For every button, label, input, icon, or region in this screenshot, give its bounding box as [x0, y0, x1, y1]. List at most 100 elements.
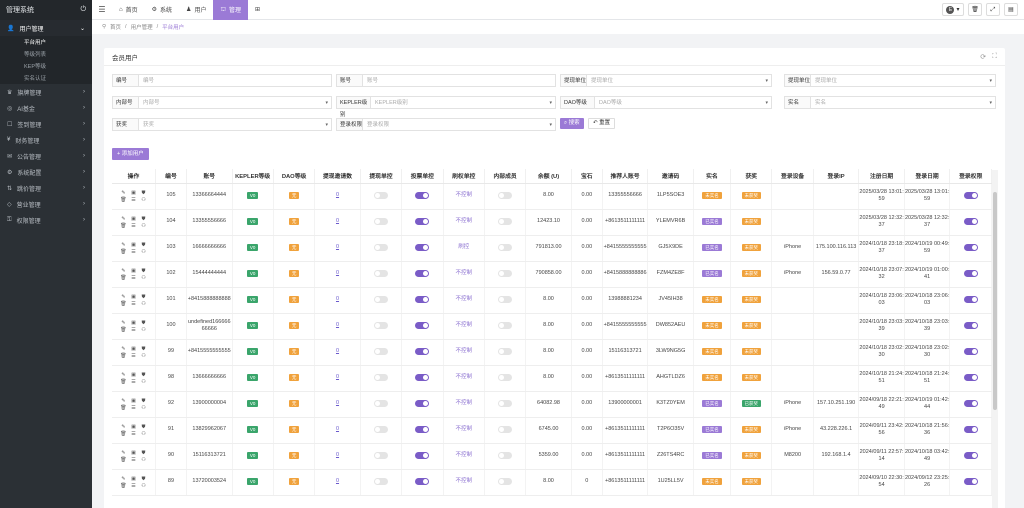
top-nav-item[interactable]: ⛫ 管理 — [213, 0, 248, 20]
filter-input[interactable]: 获奖 ▾ — [138, 118, 332, 131]
edit-icon[interactable]: ✎ — [121, 449, 126, 456]
settings-icon[interactable]: ▤ — [1004, 3, 1018, 16]
sidebar-sub-item[interactable]: 等级列表 — [0, 48, 92, 60]
delete-icon[interactable]: 🗑 — [120, 196, 127, 203]
delete-icon[interactable]: 🗑 — [120, 300, 127, 307]
wallet-icon[interactable]: ⛊ — [141, 267, 146, 274]
view-icon[interactable]: ▣ — [131, 397, 136, 404]
delete-icon[interactable]: 🗑 — [120, 378, 127, 385]
power-icon[interactable]: ⏻ — [80, 6, 86, 13]
brush-control-link[interactable]: 不控制 — [455, 478, 472, 485]
view-icon[interactable]: ▣ — [131, 319, 136, 326]
edit-icon[interactable]: ✎ — [121, 189, 126, 196]
sidebar-group[interactable]: ◇ 营业管理 › — [0, 196, 92, 212]
view-icon[interactable]: ▣ — [131, 449, 136, 456]
brush-control-link[interactable]: 不控制 — [455, 374, 472, 381]
toggle-switch[interactable] — [373, 425, 388, 433]
view-icon[interactable]: ▣ — [131, 371, 136, 378]
grid-icon[interactable]: ⊞ — [254, 7, 261, 13]
toggle-switch[interactable] — [498, 347, 513, 355]
toggle-switch[interactable] — [498, 399, 513, 407]
filter-field[interactable]: 提现单位 提现单位 ▾ — [784, 74, 996, 87]
edit-icon[interactable]: ✎ — [121, 423, 126, 430]
toggle-switch[interactable] — [498, 425, 513, 433]
toggle-switch[interactable] — [498, 373, 513, 381]
invites-link[interactable]: 0 — [335, 244, 340, 251]
sidebar-group[interactable]: ☐ 签到管理 › — [0, 116, 92, 132]
toggle-switch[interactable] — [498, 477, 513, 485]
toggle-switch[interactable] — [373, 347, 388, 355]
avatar[interactable]: E ▾ — [942, 3, 964, 16]
sidebar-sub-item[interactable]: 平台用户 — [0, 36, 92, 48]
sidebar-group[interactable]: ⚿ 权限管理 › — [0, 212, 92, 228]
edit-icon[interactable]: ✎ — [121, 319, 126, 326]
scrollbar-thumb[interactable] — [993, 192, 997, 410]
filter-input[interactable]: 账号 — [362, 74, 556, 87]
toggle-switch[interactable] — [498, 321, 513, 329]
toggle-switch[interactable] — [415, 295, 430, 303]
toggle-switch[interactable] — [963, 269, 978, 277]
team-icon[interactable]: ⚇ — [141, 456, 146, 463]
edit-icon[interactable]: ✎ — [121, 293, 126, 300]
toggle-switch[interactable] — [963, 191, 978, 199]
toggle-switch[interactable] — [498, 217, 513, 225]
team-icon[interactable]: ⚇ — [141, 326, 146, 333]
view-icon[interactable]: ▣ — [131, 215, 136, 222]
edit-icon[interactable]: ✎ — [121, 475, 126, 482]
list-icon[interactable]: ☰ — [131, 378, 136, 385]
toggle-switch[interactable] — [963, 217, 978, 225]
brush-control-link[interactable]: 不控制 — [455, 296, 472, 303]
edit-icon[interactable]: ✎ — [121, 241, 126, 248]
delete-icon[interactable]: 🗑 — [120, 404, 127, 411]
toggle-switch[interactable] — [415, 425, 430, 433]
toggle-switch[interactable] — [415, 321, 430, 329]
invites-link[interactable]: 0 — [335, 400, 340, 407]
toggle-switch[interactable] — [373, 269, 388, 277]
invites-link[interactable]: 0 — [335, 218, 340, 225]
toggle-switch[interactable] — [498, 191, 513, 199]
top-nav-item[interactable]: ⚙ 系统 — [151, 7, 173, 14]
toggle-switch[interactable] — [415, 243, 430, 251]
brush-control-link[interactable]: 不控制 — [455, 452, 472, 459]
sidebar-sub-item[interactable]: KEP等级 — [0, 60, 92, 72]
toggle-switch[interactable] — [963, 373, 978, 381]
filter-input[interactable]: 提现单位 ▾ — [586, 74, 772, 87]
wallet-icon[interactable]: ⛊ — [141, 215, 146, 222]
search-button[interactable]: ⌕ 搜索 — [560, 118, 584, 129]
team-icon[interactable]: ⚇ — [141, 482, 146, 489]
view-icon[interactable]: ▣ — [131, 293, 136, 300]
fullscreen-icon[interactable]: ⤢ — [986, 3, 1000, 16]
sidebar-group[interactable]: ⚙ 系统配置 › — [0, 164, 92, 180]
sidebar-group[interactable]: ✉ 公告管理 › — [0, 148, 92, 164]
invites-link[interactable]: 0 — [335, 452, 340, 459]
toggle-switch[interactable] — [963, 243, 978, 251]
view-icon[interactable]: ▣ — [131, 423, 136, 430]
wallet-icon[interactable]: ⛊ — [141, 241, 146, 248]
view-icon[interactable]: ▣ — [131, 267, 136, 274]
list-icon[interactable]: ☰ — [131, 300, 136, 307]
brush-control-link[interactable]: 不控制 — [455, 322, 472, 329]
team-icon[interactable]: ⚇ — [141, 274, 146, 281]
view-icon[interactable]: ▣ — [131, 189, 136, 196]
list-icon[interactable]: ☰ — [131, 274, 136, 281]
list-icon[interactable]: ☰ — [131, 430, 136, 437]
edit-icon[interactable]: ✎ — [121, 215, 126, 222]
toggle-switch[interactable] — [373, 295, 388, 303]
invites-link[interactable]: 0 — [335, 426, 340, 433]
toggle-switch[interactable] — [963, 321, 978, 329]
edit-icon[interactable]: ✎ — [121, 345, 126, 352]
brush-control-link[interactable]: 不控制 — [455, 192, 472, 199]
delete-icon[interactable]: 🗑 — [120, 248, 127, 255]
view-icon[interactable]: ▣ — [131, 475, 136, 482]
wallet-icon[interactable]: ⛊ — [141, 449, 146, 456]
toggle-switch[interactable] — [373, 477, 388, 485]
edit-icon[interactable]: ✎ — [121, 397, 126, 404]
list-icon[interactable]: ☰ — [131, 482, 136, 489]
list-icon[interactable]: ☰ — [131, 248, 136, 255]
delete-icon[interactable]: 🗑 — [120, 274, 127, 281]
view-icon[interactable]: ▣ — [131, 241, 136, 248]
wallet-icon[interactable]: ⛊ — [141, 423, 146, 430]
sidebar-group[interactable]: ◎ AI基金 › — [0, 100, 92, 116]
toggle-switch[interactable] — [373, 191, 388, 199]
expand-icon[interactable]: ⛶ — [992, 52, 997, 60]
